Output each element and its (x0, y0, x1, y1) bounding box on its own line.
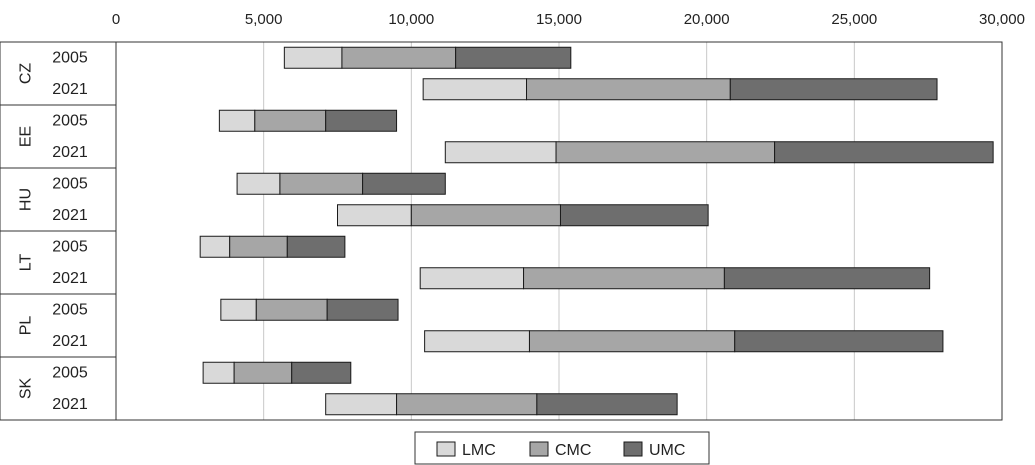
bar-cmc (523, 267, 725, 290)
x-tick-label: 15,000 (536, 11, 582, 28)
gridlines (263, 42, 855, 420)
bar-umc (362, 172, 446, 195)
bar-cmc (233, 361, 293, 384)
bar-lmc (444, 141, 557, 164)
year-label: 2021 (52, 144, 88, 161)
year-label: 2005 (52, 238, 88, 255)
bar-umc (291, 361, 352, 384)
legend-label-cmc: CMC (555, 442, 591, 459)
year-label: 2005 (52, 112, 88, 129)
x-tick-label: 0 (112, 11, 120, 28)
bar-lmc (325, 393, 398, 416)
bar-cmc (341, 46, 457, 69)
year-label: 2021 (52, 81, 88, 98)
group-label: HU (18, 188, 35, 211)
group-label: EE (18, 126, 35, 147)
legend-label-umc: UMC (649, 442, 685, 459)
bar-cmc (396, 393, 538, 416)
legend-swatch-cmc (529, 441, 549, 457)
bar-umc (286, 235, 346, 258)
year-label: 2021 (52, 396, 88, 413)
bar-umc (559, 204, 709, 227)
group-label: SK (18, 378, 35, 400)
bar-lmc (220, 298, 257, 321)
bars (199, 46, 994, 416)
bar-lmc (218, 109, 256, 132)
year-label: 2005 (52, 49, 88, 66)
bar-lmc (283, 46, 343, 69)
bar-umc (734, 330, 944, 353)
bar-umc (729, 78, 938, 101)
bar-cmc (255, 298, 328, 321)
bar-cmc (528, 330, 736, 353)
legend-swatch-lmc (436, 441, 456, 457)
bar-lmc (199, 235, 231, 258)
x-tick-label: 20,000 (684, 11, 730, 28)
legend: LMC CMC UMC (414, 431, 710, 465)
bar-lmc (419, 267, 525, 290)
bar-lmc (337, 204, 412, 227)
x-tick-label: 5,000 (245, 11, 283, 28)
bar-cmc (410, 204, 561, 227)
bar-cmc (229, 235, 288, 258)
bar-umc (774, 141, 994, 164)
group-label: CZ (18, 63, 35, 85)
bar-lmc (424, 330, 530, 353)
x-axis-tick-labels: 0 5,000 10,000 15,000 20,000 25,000 30,000 (112, 11, 1025, 28)
x-tick-label: 10,000 (388, 11, 434, 28)
bar-cmc (279, 172, 364, 195)
bar-umc (536, 393, 678, 416)
group-label: PL (18, 316, 35, 336)
year-label: 2005 (52, 301, 88, 318)
legend-swatch-umc (623, 441, 643, 457)
bar-umc (325, 109, 398, 132)
bar-lmc (422, 78, 528, 101)
year-label: 2005 (52, 175, 88, 192)
bar-cmc (555, 141, 776, 164)
year-label: 2021 (52, 270, 88, 287)
x-tick-label: 30,000 (979, 11, 1025, 28)
year-label: 2021 (52, 333, 88, 350)
bar-lmc (202, 361, 235, 384)
y-axis-labels: CZ 2005 2021 EE 2005 2021 HU 2005 2021 LT 2005 2021… (18, 49, 88, 413)
group-label: LT (18, 254, 35, 272)
legend-box (414, 431, 710, 465)
bar-cmc (254, 109, 327, 132)
bar-lmc (236, 172, 281, 195)
legend-label-lmc: LMC (462, 442, 496, 459)
bar-umc (326, 298, 399, 321)
plot-frame (0, 41, 1003, 421)
year-label: 2005 (52, 364, 88, 381)
x-tick-label: 25,000 (831, 11, 877, 28)
year-label: 2021 (52, 207, 88, 224)
bar-cmc (526, 78, 731, 101)
bar-umc (455, 46, 572, 69)
bar-umc (723, 267, 931, 290)
